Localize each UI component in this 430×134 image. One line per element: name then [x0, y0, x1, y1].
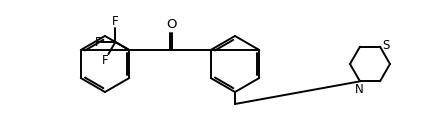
Text: F: F	[95, 36, 101, 49]
Text: S: S	[382, 39, 390, 52]
Text: O: O	[166, 18, 176, 31]
Text: N: N	[355, 83, 363, 96]
Text: F: F	[102, 54, 108, 67]
Text: F: F	[112, 15, 119, 28]
